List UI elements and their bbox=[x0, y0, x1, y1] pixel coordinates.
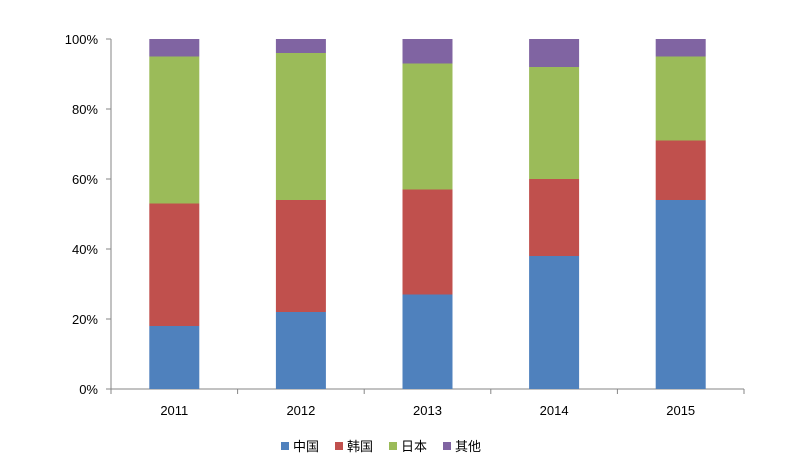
x-tick-label: 2011 bbox=[160, 403, 188, 418]
bar-segment-2012-中国 bbox=[275, 312, 326, 389]
x-tick-label: 2013 bbox=[413, 403, 442, 418]
x-tick-label: 2014 bbox=[540, 403, 569, 418]
bar-segment-2011-中国 bbox=[149, 326, 200, 389]
legend-swatch bbox=[335, 442, 343, 450]
legend-label: 韩国 bbox=[347, 439, 373, 454]
y-tick-label: 40% bbox=[72, 242, 98, 257]
y-tick-label: 20% bbox=[72, 312, 98, 327]
bar-segment-2011-韩国 bbox=[149, 203, 200, 326]
bar-segment-2014-韩国 bbox=[529, 179, 580, 256]
bar-segment-2013-韩国 bbox=[402, 189, 453, 295]
legend-label: 日本 bbox=[401, 439, 427, 454]
bar-segment-2015-其他 bbox=[655, 39, 706, 57]
bar-segment-2012-日本 bbox=[275, 53, 326, 200]
bar-segment-2011-日本 bbox=[149, 56, 200, 204]
y-tick-label: 0% bbox=[79, 382, 98, 397]
bar-segment-2014-中国 bbox=[529, 256, 580, 389]
legend-label: 其他 bbox=[455, 439, 481, 454]
y-tick-label: 100% bbox=[65, 32, 99, 47]
bar-segment-2014-日本 bbox=[529, 67, 580, 179]
legend-label: 中国 bbox=[293, 439, 319, 454]
bar-segment-2012-韩国 bbox=[275, 200, 326, 312]
bar-segment-2015-中国 bbox=[655, 200, 706, 389]
legend-swatch bbox=[443, 442, 451, 450]
bar-segment-2013-其他 bbox=[402, 39, 453, 64]
legend-swatch bbox=[389, 442, 397, 450]
bar-segment-2015-韩国 bbox=[655, 140, 706, 200]
y-tick-label: 60% bbox=[72, 172, 98, 187]
legend-swatch bbox=[281, 442, 289, 450]
bar-segment-2012-其他 bbox=[275, 39, 326, 53]
bar-segment-2013-日本 bbox=[402, 63, 453, 190]
bar-segment-2013-中国 bbox=[402, 294, 453, 389]
x-tick-label: 2015 bbox=[666, 403, 695, 418]
x-tick-label: 2012 bbox=[286, 403, 315, 418]
bar-segment-2014-其他 bbox=[529, 39, 580, 67]
bar-segment-2015-日本 bbox=[655, 56, 706, 141]
y-tick-label: 80% bbox=[72, 102, 98, 117]
bar-segment-2011-其他 bbox=[149, 39, 200, 57]
